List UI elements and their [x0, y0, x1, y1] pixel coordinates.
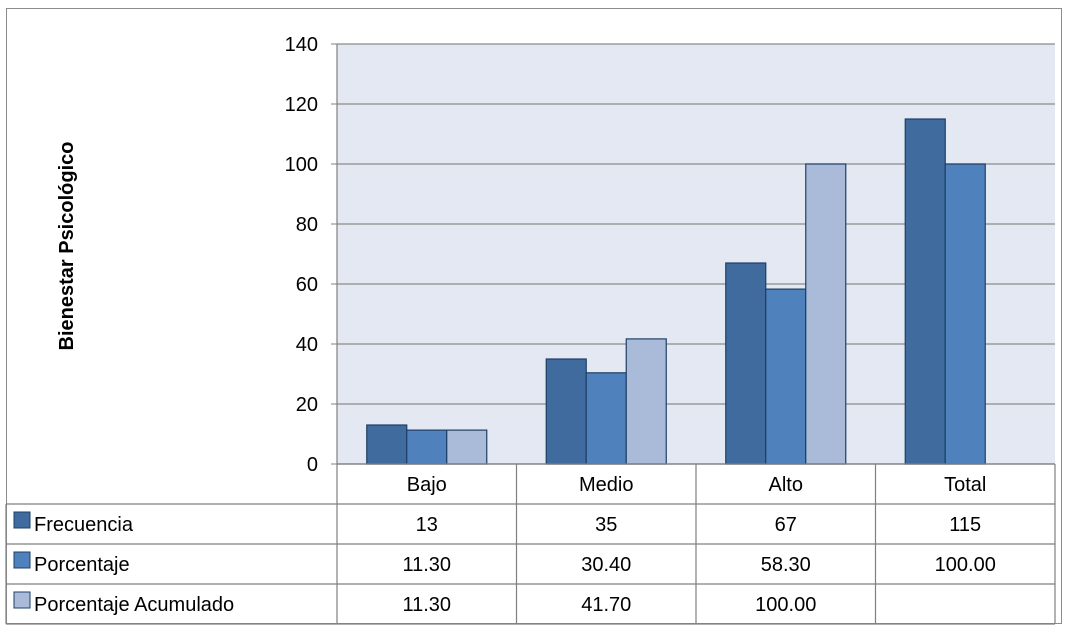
y-tick-label: 80 [296, 214, 318, 236]
data-label: 35 [595, 514, 617, 536]
bar-frecuencia-total [904, 118, 946, 465]
bar-porcentaje-alto [765, 288, 807, 465]
data-label: 41.70 [581, 594, 631, 616]
legend-swatch [13, 591, 31, 609]
bar-porcentaje-total [944, 163, 986, 465]
data-label: 11.30 [402, 594, 451, 616]
bar-frecuencia-medio [545, 358, 587, 465]
y-tick-label: 0 [307, 454, 318, 476]
category-label: Medio [579, 474, 633, 496]
bar-porcentaje-acumulado-bajo [446, 429, 488, 465]
y-tick-label: 20 [296, 394, 318, 416]
y-tick-label: 120 [285, 94, 318, 116]
bar-porcentaje-acumulado-alto [805, 163, 847, 465]
data-label: 11.30 [402, 554, 451, 576]
y-tick-label: 140 [285, 34, 318, 56]
legend-label: Porcentaje [34, 554, 130, 576]
data-label: 100.00 [755, 594, 816, 616]
bar-porcentaje-medio [585, 372, 627, 465]
category-label: Alto [769, 474, 803, 496]
bar-frecuencia-alto [725, 262, 767, 465]
data-label: 100.00 [935, 554, 996, 576]
bar-porcentaje-acumulado-medio [625, 338, 667, 465]
legend-swatch [13, 511, 31, 529]
data-table: Bajo Medio Alto Total Frecuencia 13 35 67 115 Por… [5, 463, 1056, 625]
bar-porcentaje-bajo [406, 429, 448, 465]
legend-swatch [13, 551, 31, 569]
data-label: 58.30 [761, 554, 811, 576]
category-label: Total [944, 474, 986, 496]
data-label: 115 [949, 514, 981, 536]
y-axis-label: Bienestar Psicológico [56, 142, 78, 351]
data-label: 67 [775, 514, 797, 536]
y-tick-label: 100 [285, 154, 318, 176]
data-label: 30.40 [581, 554, 631, 576]
legend-label: Porcentaje Acumulado [34, 594, 234, 616]
y-tick-label: 60 [296, 274, 318, 296]
legend-label: Frecuencia [34, 514, 134, 536]
bars [366, 118, 986, 465]
category-label: Bajo [407, 474, 447, 496]
data-label: 13 [416, 514, 438, 536]
bar-frecuencia-bajo [366, 424, 408, 465]
y-tick-label: 40 [296, 334, 318, 356]
y-axis-ticks: 0 20 40 60 80 100 120 140 [285, 34, 318, 476]
